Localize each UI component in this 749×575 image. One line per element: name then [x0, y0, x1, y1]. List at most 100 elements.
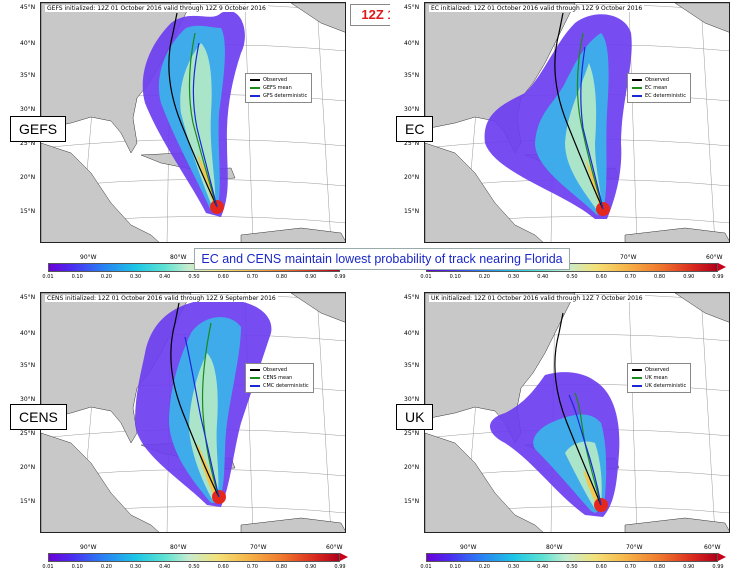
tick: 0.10	[71, 274, 83, 280]
lon-label: 80°W	[546, 544, 563, 551]
tick: 0.90	[683, 274, 695, 280]
tick: 0.10	[449, 564, 461, 570]
map-frame: EC initialized: 12Z 01 October 2016 vali…	[424, 2, 730, 243]
colorbar-cens	[48, 553, 348, 562]
tick: 0.60	[595, 274, 607, 280]
tick: 0.99	[334, 274, 346, 280]
lat-label: 40°N	[404, 330, 420, 337]
legend-deterministic: CMC deterministic	[263, 383, 309, 389]
tick: 0.50	[566, 274, 578, 280]
lon-label: 70°W	[626, 544, 643, 551]
tick: 0.70	[624, 274, 636, 280]
tick: 0.70	[246, 274, 258, 280]
tick: 0.30	[130, 564, 142, 570]
tick: 0.40	[159, 274, 171, 280]
legend-mean: UK mean	[645, 375, 668, 381]
lon-label: 60°W	[704, 544, 721, 551]
lat-label: 45°N	[20, 294, 36, 301]
legend-mean: EC mean	[645, 85, 668, 91]
legend-observed: Observed	[645, 367, 670, 373]
map-frame: GEFS initialized: 12Z 01 October 2016 va…	[40, 2, 346, 243]
lat-label: 40°N	[404, 40, 420, 47]
tick: 0.20	[478, 274, 490, 280]
init-text: GEFS initialized: 12Z 01 October 2016 va…	[45, 5, 268, 12]
model-label-gefs: GEFS	[10, 116, 67, 142]
lon-label: 70°W	[620, 254, 637, 261]
panel-gefs: GEFS initialized: 12Z 01 October 2016 va…	[4, 2, 346, 243]
lat-label: 25°N	[20, 140, 36, 147]
lat-label: 45°N	[404, 294, 420, 301]
tick: 0.80	[276, 564, 288, 570]
tick: 0.90	[305, 564, 317, 570]
tick: 0.80	[654, 274, 666, 280]
tick: 0.60	[595, 564, 607, 570]
map-frame: UK initialized: 12Z 01 October 2016 vali…	[424, 292, 730, 533]
legend-deterministic: EC deterministic	[645, 93, 687, 99]
lat-label: 15°N	[404, 208, 420, 215]
legend-deterministic: UK deterministic	[645, 383, 687, 389]
lat-label: 25°N	[404, 140, 420, 147]
init-text: UK initialized: 12Z 01 October 2016 vali…	[429, 295, 645, 302]
model-label-cens: CENS	[10, 404, 67, 430]
model-label-ec: EC	[396, 116, 434, 142]
colorbar-ticks-gefs: 0.01 0.10 0.20 0.30 0.40 0.50 0.60 0.70 …	[42, 274, 345, 282]
lon-label: 70°W	[250, 544, 267, 551]
map-uk	[425, 293, 729, 532]
tick: 0.01	[420, 564, 432, 570]
tick: 0.30	[508, 274, 520, 280]
map-frame: CENS initialized: 12Z 01 October 2016 va…	[40, 292, 346, 533]
tick: 0.80	[276, 274, 288, 280]
init-text: EC initialized: 12Z 01 October 2016 vali…	[429, 5, 645, 12]
legend: Observed EC mean EC deterministic	[627, 73, 692, 103]
lat-label: 35°N	[20, 72, 36, 79]
lat-label: 15°N	[404, 498, 420, 505]
tick: 0.10	[71, 564, 83, 570]
tick: 0.50	[188, 564, 200, 570]
tick: 0.40	[537, 564, 549, 570]
colorbar-ticks-ec: 0.01 0.10 0.20 0.30 0.40 0.50 0.60 0.70 …	[420, 274, 723, 282]
legend: Observed UK mean UK deterministic	[627, 363, 692, 393]
lat-label: 35°N	[404, 72, 420, 79]
tick: 0.20	[100, 564, 112, 570]
lon-label: 90°W	[460, 544, 477, 551]
lat-label: 45°N	[20, 4, 36, 11]
lat-label: 15°N	[20, 498, 36, 505]
init-text: CENS initialized: 12Z 01 October 2016 va…	[45, 295, 278, 302]
legend-observed: Observed	[263, 77, 288, 83]
legend-mean: GEFS mean	[263, 85, 292, 91]
tick: 0.80	[654, 564, 666, 570]
tick: 0.20	[100, 274, 112, 280]
legend: Observed CENS mean CMC deterministic	[245, 363, 314, 393]
lat-label: 35°N	[404, 362, 420, 369]
tick: 0.40	[537, 274, 549, 280]
lat-label: 25°N	[20, 430, 36, 437]
lat-label: 45°N	[404, 4, 420, 11]
lat-label: 30°N	[20, 396, 36, 403]
tick: 0.30	[130, 274, 142, 280]
lat-label: 35°N	[20, 362, 36, 369]
lon-label: 90°W	[80, 254, 97, 261]
lat-label: 15°N	[20, 208, 36, 215]
tick: 0.50	[188, 274, 200, 280]
model-label-uk: UK	[396, 404, 434, 430]
colorbar-ticks-uk: 0.01 0.10 0.20 0.30 0.40 0.50 0.60 0.70 …	[420, 564, 723, 572]
lat-label: 30°N	[404, 106, 420, 113]
lat-label: 20°N	[20, 174, 36, 181]
tick: 0.20	[478, 564, 490, 570]
lat-label: 20°N	[20, 464, 36, 471]
colorbar-uk	[426, 553, 726, 562]
lon-label: 60°W	[326, 544, 343, 551]
lat-label: 20°N	[404, 464, 420, 471]
lon-label: 60°W	[706, 254, 723, 261]
lat-label: 25°N	[404, 430, 420, 437]
lat-label: 30°N	[20, 106, 36, 113]
tick: 0.01	[42, 564, 54, 570]
lat-label: 40°N	[20, 40, 36, 47]
legend-mean: CENS mean	[263, 375, 293, 381]
colorbar-ticks-cens: 0.01 0.10 0.20 0.30 0.40 0.50 0.60 0.70 …	[42, 564, 345, 572]
tick: 0.99	[712, 274, 724, 280]
tick: 0.01	[420, 274, 432, 280]
tick: 0.99	[712, 564, 724, 570]
lat-label: 40°N	[20, 330, 36, 337]
tick: 0.60	[217, 564, 229, 570]
